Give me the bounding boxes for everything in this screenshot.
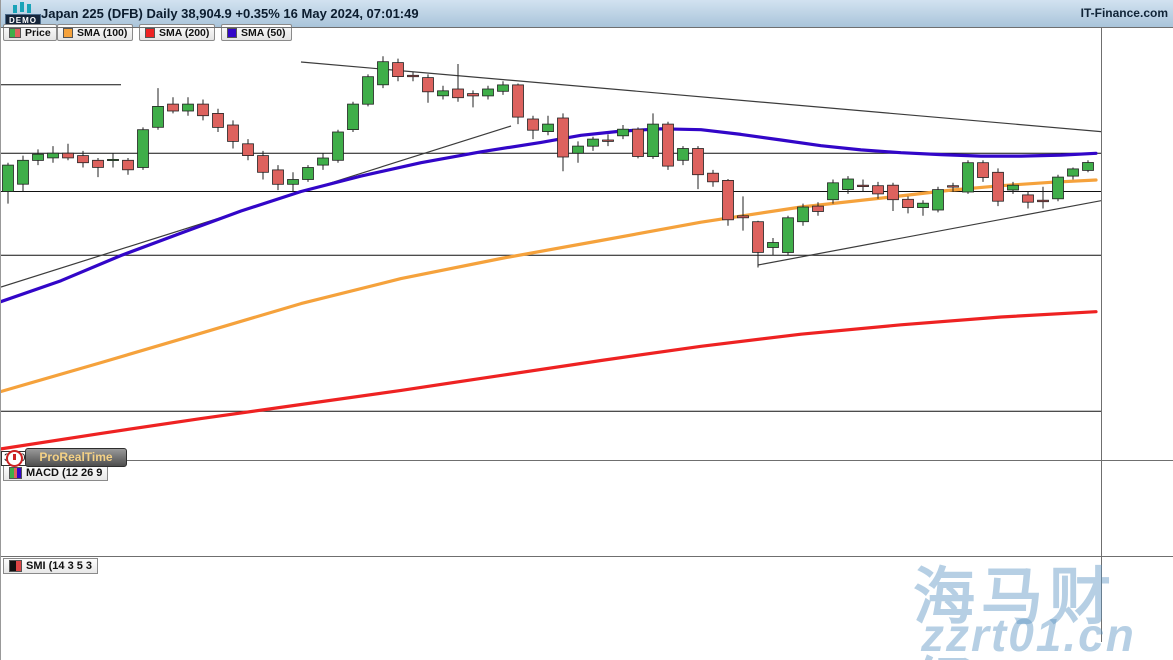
macd-indicator-label[interactable]: MACD (12 26 9 [3, 465, 109, 481]
smi-icon [9, 560, 22, 572]
panel-separator [1, 556, 1173, 557]
price-legend-icon [9, 27, 21, 38]
it-finance-brand-link[interactable]: IT-Finance.com [1080, 6, 1168, 20]
panel-separator [1, 27, 1173, 28]
prorealtime-badge[interactable]: ProRealTime [25, 448, 127, 467]
macd-icon [9, 467, 22, 479]
macd-panel[interactable] [1, 460, 1101, 556]
legend-chip-price[interactable]: Price [3, 24, 57, 41]
sma200-legend-icon [145, 27, 155, 38]
legend-chip-sma100[interactable]: SMA (100) [57, 24, 134, 41]
panel-separator [1, 460, 1173, 461]
legend-chip-sma50[interactable]: SMA (50) [221, 24, 292, 41]
candlestick-logo-icon [13, 1, 37, 14]
price-axis-separator [1101, 27, 1102, 642]
sma50-legend-icon [227, 27, 237, 38]
smi-indicator-label[interactable]: SMI (14 3 5 3 [3, 558, 99, 574]
legend-chip-sma200[interactable]: SMA (200) [139, 24, 216, 41]
prorealtime-logo-icon [6, 450, 23, 467]
title-bar: DEMO Japan 225 (DFB) Daily 38,904.9 +0.3… [1, 0, 1173, 28]
main-chart-panel[interactable] [1, 27, 1101, 460]
smi-panel[interactable] [1, 556, 1101, 642]
time-axis [1, 642, 1173, 660]
sma100-legend-icon [63, 27, 73, 38]
instrument-title: Japan 225 (DFB) Daily 38,904.9 +0.35% 16… [41, 6, 419, 21]
